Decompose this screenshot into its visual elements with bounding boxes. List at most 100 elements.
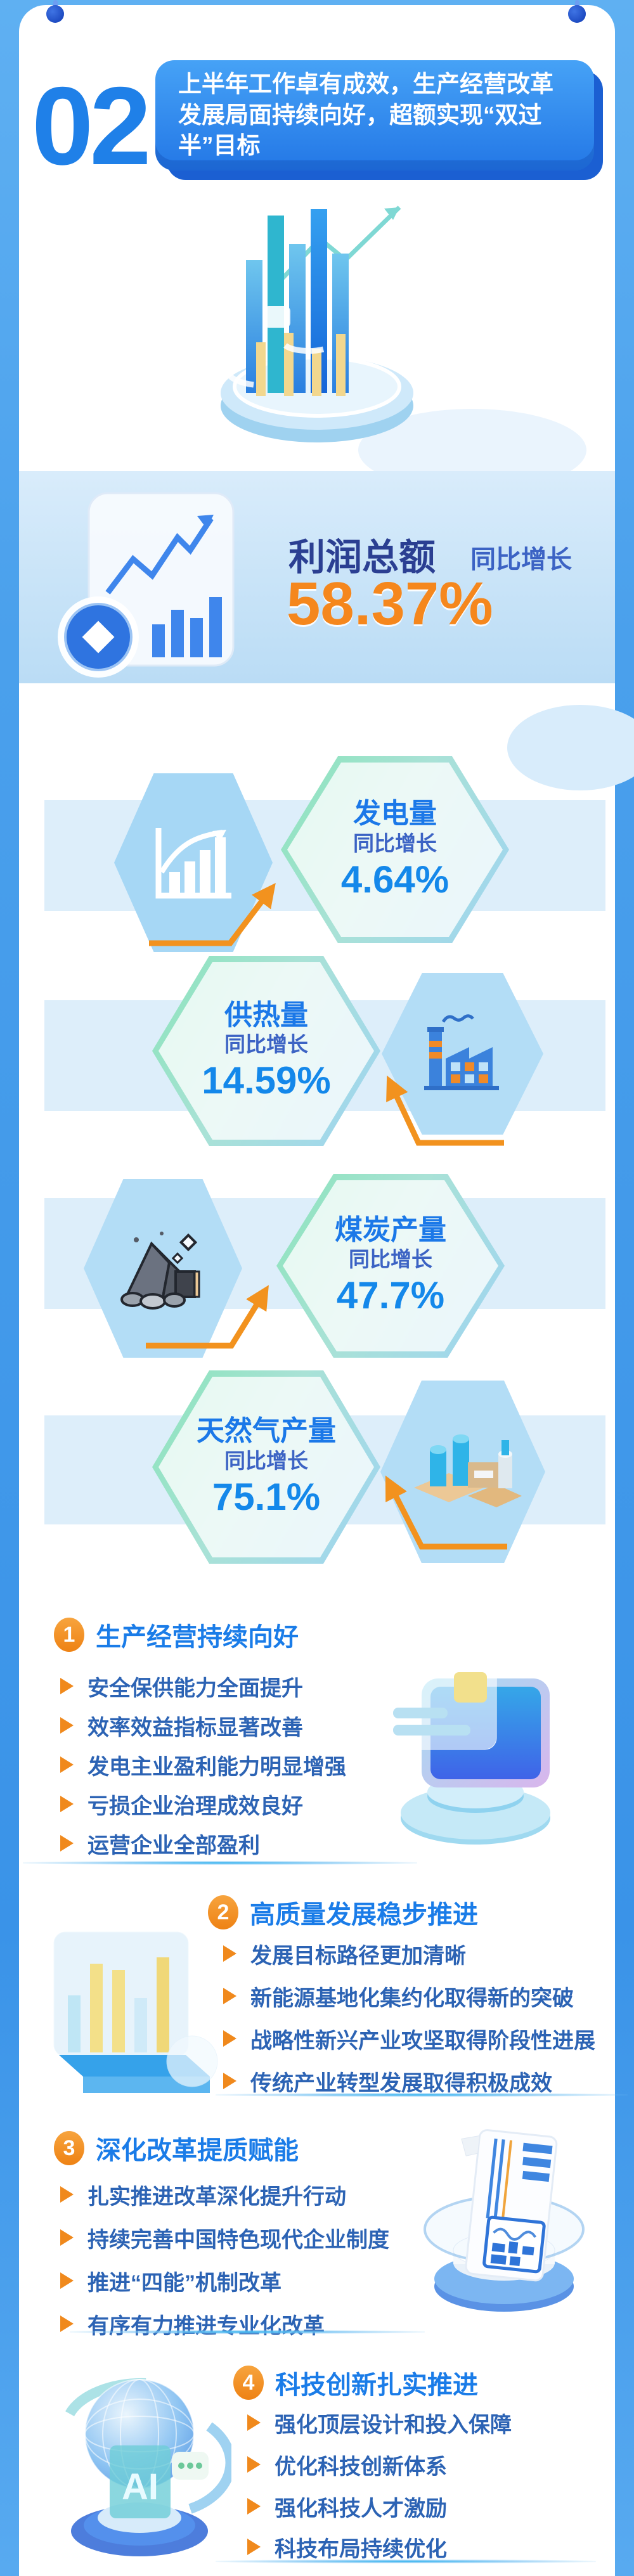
list-item: 战略性新兴产业攻坚取得阶段性进展 <box>223 2025 595 2053</box>
reform-scroll-3d-illustration <box>424 2129 585 2312</box>
bullet-text: 效率效益指标显著改善 <box>87 1715 303 1740</box>
section-title-text: 高质量发展稳步推进 <box>250 1901 478 1929</box>
arrow-right-triangle-icon <box>60 2186 74 2203</box>
metric-hexagon: 供热量 同比增长 14.59% <box>152 956 380 1146</box>
display-board-3d-illustration <box>383 1664 550 1845</box>
arrow-right-triangle-icon <box>60 2315 74 2332</box>
bullet-text: 推进“四能”机制改革 <box>87 2270 281 2295</box>
bullet-text: 有序有力推进专业化改革 <box>87 2314 325 2338</box>
bar-panel-3d-illustration <box>53 1931 218 2093</box>
profit-value: 58.37% <box>287 570 493 638</box>
list-item: 扎实推进改革深化提升行动 <box>60 2180 346 2209</box>
list-item: 持续完善中国特色现代企业制度 <box>60 2224 389 2252</box>
section-number-circle: 4 <box>233 2366 264 2400</box>
metric-name: 供热量 <box>224 999 308 1031</box>
bullet-text: 运营企业全部盈利 <box>87 1833 260 1858</box>
bullet-text: 科技布局持续优化 <box>275 2537 447 2561</box>
arrow-right-triangle-icon <box>223 1988 236 2004</box>
arrow-right-triangle-icon <box>247 2498 261 2515</box>
metric-growth-label: 同比增长 <box>349 1247 432 1272</box>
list-item: 传统产业转型发展取得积极成效 <box>223 2067 552 2096</box>
factory-glyph <box>424 1014 499 1090</box>
metric-value: 4.64% <box>340 858 450 901</box>
header-title: 上半年工作卓有成效，生产经营改革发展局面持续向好，超额实现“双过半”目标 <box>178 70 553 159</box>
metric-value: 75.1% <box>212 1475 321 1518</box>
orange-elbow-arrow-icon <box>149 882 276 946</box>
list-item: 发电主业盈利能力明显增强 <box>60 1751 346 1779</box>
arrow-right-triangle-icon <box>60 1835 74 1852</box>
list-item: 新能源基地化集约化取得新的突破 <box>223 1982 574 2011</box>
list-item: 运营企业全部盈利 <box>60 1829 260 1858</box>
bar-chart-glyph <box>155 828 231 899</box>
arrow-right-triangle-icon <box>60 1678 74 1694</box>
coal-glyph <box>120 1231 200 1310</box>
bullet-text: 强化顶层设计和投入保障 <box>275 2412 512 2437</box>
growth-chart-3d-illustration <box>221 205 413 442</box>
list-item: 推进“四能”机制改革 <box>60 2267 281 2295</box>
list-item: 安全保供能力全面提升 <box>60 1672 303 1701</box>
section-3-title: 3 深化改革提质赋能 <box>54 2130 299 2167</box>
ai-head-3d-illustration: AI <box>65 2378 231 2556</box>
arrow-right-triangle-icon <box>223 2030 236 2047</box>
section-title-text: 生产经营持续向好 <box>96 1623 299 1651</box>
bullet-text: 传统产业转型发展取得积极成效 <box>250 2071 552 2096</box>
arrow-right-triangle-icon <box>60 1796 74 1812</box>
arrow-right-triangle-icon <box>60 1717 74 1734</box>
arrow-right-triangle-icon <box>223 1945 236 1962</box>
bullet-text: 亏损企业治理成效良好 <box>87 1794 303 1819</box>
section-divider <box>216 2093 628 2097</box>
pin-ball <box>46 5 64 23</box>
section-number-circle: 3 <box>54 2131 84 2165</box>
arrow-right-triangle-icon <box>247 2414 261 2431</box>
metric-name: 煤炭产量 <box>335 1214 446 1246</box>
pin-ball <box>568 5 586 23</box>
bullet-text: 持续完善中国特色现代企业制度 <box>87 2227 389 2252</box>
bullet-text: 优化科技创新体系 <box>275 2454 447 2479</box>
section-4-title: 4 科技创新扎实推进 <box>233 2364 478 2401</box>
profit-growth-label: 同比增长 <box>470 546 572 574</box>
metric-value: 47.7% <box>336 1274 445 1317</box>
section-title-text: 科技创新扎实推进 <box>275 2371 478 2399</box>
section-number-circle: 1 <box>54 1618 84 1652</box>
list-item: 强化顶层设计和投入保障 <box>247 2409 512 2437</box>
metric-name: 发电量 <box>353 798 437 830</box>
arrow-right-triangle-icon <box>247 2456 261 2473</box>
section-2-title: 2 高质量发展稳步推进 <box>208 1894 478 1931</box>
header-banner: 上半年工作卓有成效，生产经营改革发展局面持续向好，超额实现“双过半”目标 <box>155 60 594 171</box>
metric-growth-label: 同比增长 <box>353 831 437 855</box>
section-number-circle: 2 <box>208 1895 238 1929</box>
bullet-text: 强化科技人才激励 <box>275 2496 447 2521</box>
metric-growth-label: 同比增长 <box>224 1033 308 1057</box>
arrow-right-triangle-icon <box>223 2073 236 2089</box>
gas-plant-glyph <box>413 1434 522 1507</box>
arrow-right-triangle-icon <box>60 2272 74 2289</box>
orange-elbow-arrow-icon <box>386 1075 504 1146</box>
profit-label: 利润总额 <box>288 537 436 578</box>
bullet-text: 安全保供能力全面提升 <box>87 1676 303 1701</box>
list-item: 有序有力推进专业化改革 <box>60 2310 325 2338</box>
arrow-right-triangle-icon <box>60 2229 74 2246</box>
list-item: 优化科技创新体系 <box>247 2450 447 2479</box>
orange-elbow-arrow-icon <box>385 1475 507 1550</box>
list-item: 发展目标路径更加清晰 <box>223 1940 466 1968</box>
section-divider <box>23 1861 417 1865</box>
metric-growth-label: 同比增长 <box>224 1448 308 1472</box>
list-item: 科技布局持续优化 <box>247 2533 447 2561</box>
bullet-text: 发展目标路径更加清晰 <box>250 1943 466 1968</box>
ai-label: AI <box>122 2466 158 2508</box>
metric-value: 14.59% <box>202 1059 331 1102</box>
orange-elbow-arrow-icon <box>146 1285 269 1349</box>
bullet-text: 发电主业盈利能力明显增强 <box>87 1755 346 1779</box>
section-1-title: 1 生产经营持续向好 <box>54 1616 299 1653</box>
section-divider <box>216 2560 596 2563</box>
arrow-right-triangle-icon <box>247 2539 261 2555</box>
bullet-text: 扎实推进改革深化提升行动 <box>87 2184 346 2209</box>
section-number-badge: 02 <box>32 65 152 188</box>
arrow-right-triangle-icon <box>60 1756 74 1773</box>
profit-chart-coin-icon <box>58 492 235 678</box>
decor-ellipse <box>507 705 634 790</box>
metric-name: 天然气产量 <box>197 1415 336 1447</box>
factory-icon <box>382 973 543 1135</box>
section-divider <box>70 2330 425 2334</box>
